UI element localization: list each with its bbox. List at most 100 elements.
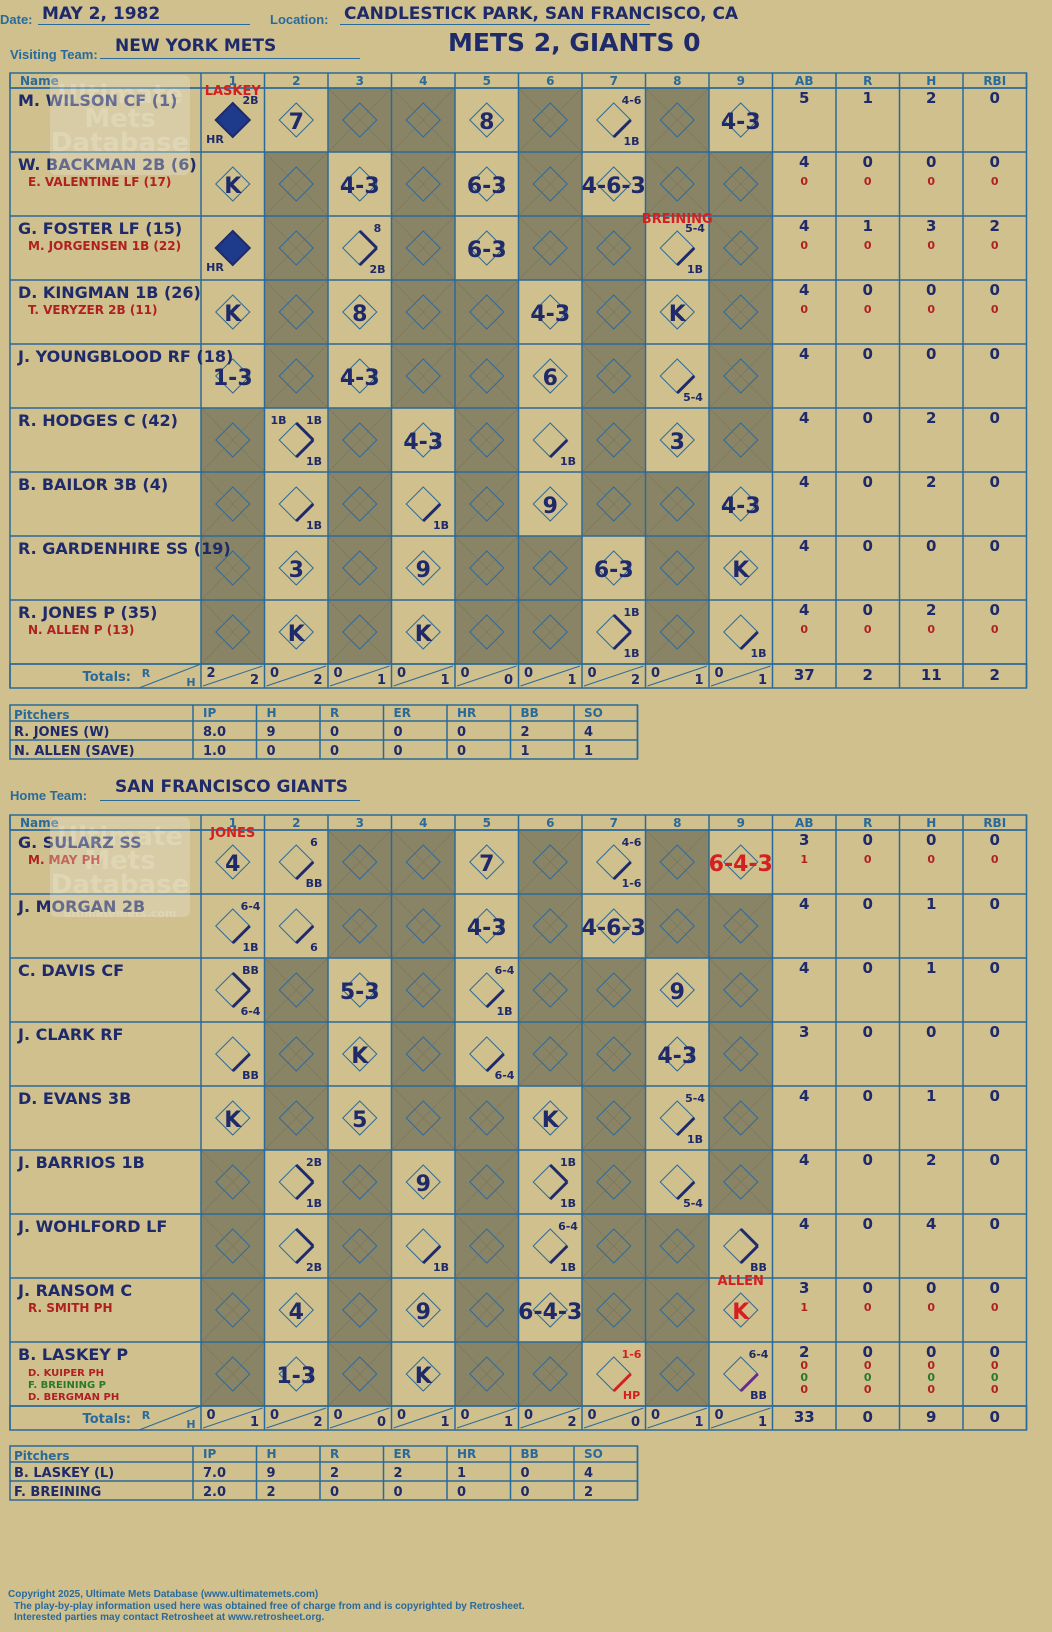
batter-stat: 0 — [800, 1371, 808, 1384]
batter-stat: 0 — [863, 1151, 873, 1169]
home-team-underline — [100, 800, 360, 801]
totals-divider — [583, 1407, 644, 1429]
hit-path — [739, 1244, 759, 1265]
shade-line — [708, 893, 773, 959]
inning-hits: 0 — [377, 1415, 386, 1430]
play-code: 1B — [306, 519, 322, 532]
pitching-svg: Pitchers IP H R ER HR BB SOR. JONES (W) 8.0 9 0 0 0 2… — [9, 704, 639, 760]
base-diamond — [469, 486, 505, 522]
batter-stat: 0 — [926, 831, 936, 849]
base-diamond — [469, 166, 505, 202]
play-code: 6-4 — [241, 1005, 261, 1018]
base-diamond — [469, 358, 505, 394]
play-corner-note: 6-4 — [495, 964, 515, 977]
pitching-stat: 1 — [457, 1466, 466, 1481]
play-corner-note: 6-4 — [749, 1348, 769, 1361]
play-code: BB — [242, 1069, 259, 1082]
home-run-diamond — [214, 101, 252, 139]
batter-stat: 3 — [799, 831, 809, 849]
hit-path — [295, 1163, 315, 1184]
shade-line — [327, 599, 392, 665]
base-diamond — [469, 422, 505, 458]
shade-line — [200, 599, 265, 665]
shade-line — [264, 215, 329, 281]
base-diamond — [532, 972, 568, 1008]
play-code: 1B — [306, 1197, 322, 1210]
batter-name: G. FOSTER LF (15) — [18, 219, 182, 238]
pitching-stat: 0 — [267, 744, 276, 759]
hit-path — [295, 1180, 315, 1201]
shade-line — [708, 279, 773, 345]
batter-stat: 0 — [863, 1279, 873, 1297]
inning-header: 8 — [673, 816, 681, 830]
totals-label: Totals: — [83, 670, 131, 685]
base-diamond — [342, 550, 378, 586]
base-diamond — [659, 550, 695, 586]
batter-name: J. WOHLFORD LF — [17, 1217, 167, 1236]
base-diamond — [215, 1100, 251, 1136]
shade-line — [581, 215, 646, 281]
base-diamond — [342, 358, 378, 394]
batter-stat: 1 — [926, 959, 936, 977]
hit-path — [739, 1372, 759, 1393]
play-code: 5-4 — [683, 391, 703, 404]
batter-stat: 0 — [864, 1359, 872, 1372]
base-diamond — [342, 1356, 378, 1392]
pitching-stat: 1 — [521, 744, 530, 759]
base-diamond — [405, 1356, 441, 1392]
stat-header: AB — [795, 74, 813, 88]
batter-stat: 2 — [926, 1151, 936, 1169]
inning-header: 6 — [546, 816, 554, 830]
batter-stat: 2 — [926, 601, 936, 619]
play-corner-note: 5-4 — [685, 222, 705, 235]
base-diamond — [659, 1292, 695, 1328]
batter-stat: 1 — [863, 217, 873, 235]
play-code: 4-3 — [721, 494, 761, 519]
base-diamond — [723, 1100, 759, 1136]
hit-path — [295, 438, 315, 459]
pitching-stat-header: IP — [203, 1447, 216, 1461]
shade-line — [200, 1277, 265, 1343]
totals-divider — [138, 1405, 202, 1431]
name-header: Name — [20, 816, 59, 830]
base-diamond — [342, 422, 378, 458]
hit-path — [739, 630, 759, 651]
hit-path — [612, 118, 632, 139]
game-date: MAY 2, 1982 — [42, 4, 161, 24]
play-corner-note: 4-6 — [622, 836, 642, 849]
shade-line — [264, 279, 329, 345]
batter-stat: 3 — [799, 1023, 809, 1041]
base-diamond — [532, 102, 568, 138]
inning-header: 7 — [610, 74, 618, 88]
inning-hits: 2 — [567, 1415, 576, 1430]
base-diamond — [278, 166, 314, 202]
hit-path — [231, 924, 251, 945]
batter-stat: 0 — [990, 153, 1000, 171]
hit-path — [676, 374, 696, 395]
watermark-box — [50, 75, 190, 175]
base-diamond — [469, 614, 505, 650]
base-diamond — [532, 1036, 568, 1072]
batter-name: J. RANSOM C — [17, 1281, 132, 1300]
shade-line — [200, 535, 265, 601]
base-diamond — [723, 1292, 759, 1328]
play-code: K — [732, 558, 750, 583]
play-code: 1B — [433, 1261, 449, 1274]
hit-path — [676, 1180, 696, 1201]
base-diamond — [342, 1100, 378, 1136]
watermark-text: Mets — [84, 104, 155, 134]
pitching-stat-header: R — [330, 706, 339, 720]
batter-stat: 0 — [990, 601, 1000, 619]
visiting-team-underline — [100, 58, 360, 59]
base-diamond — [659, 294, 695, 330]
base-diamond — [342, 102, 378, 138]
date-label: Date: — [0, 12, 33, 27]
inning-header: 2 — [292, 816, 300, 830]
totals-r-label: R — [142, 1409, 151, 1422]
totals-r-label: R — [142, 667, 151, 680]
play-code: 7 — [479, 852, 494, 877]
hit-path — [549, 1244, 569, 1265]
shade-line — [708, 1021, 773, 1087]
base-diamond — [278, 972, 314, 1008]
shade-line — [581, 1085, 646, 1151]
